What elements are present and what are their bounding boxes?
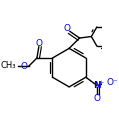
Text: O: O <box>64 24 71 33</box>
Text: CH₃: CH₃ <box>1 61 16 70</box>
Text: O: O <box>94 94 101 103</box>
Text: O: O <box>36 39 43 48</box>
Text: O⁻: O⁻ <box>107 78 118 87</box>
Text: +: + <box>98 80 103 85</box>
Text: N: N <box>93 81 101 89</box>
Text: O: O <box>21 62 28 71</box>
